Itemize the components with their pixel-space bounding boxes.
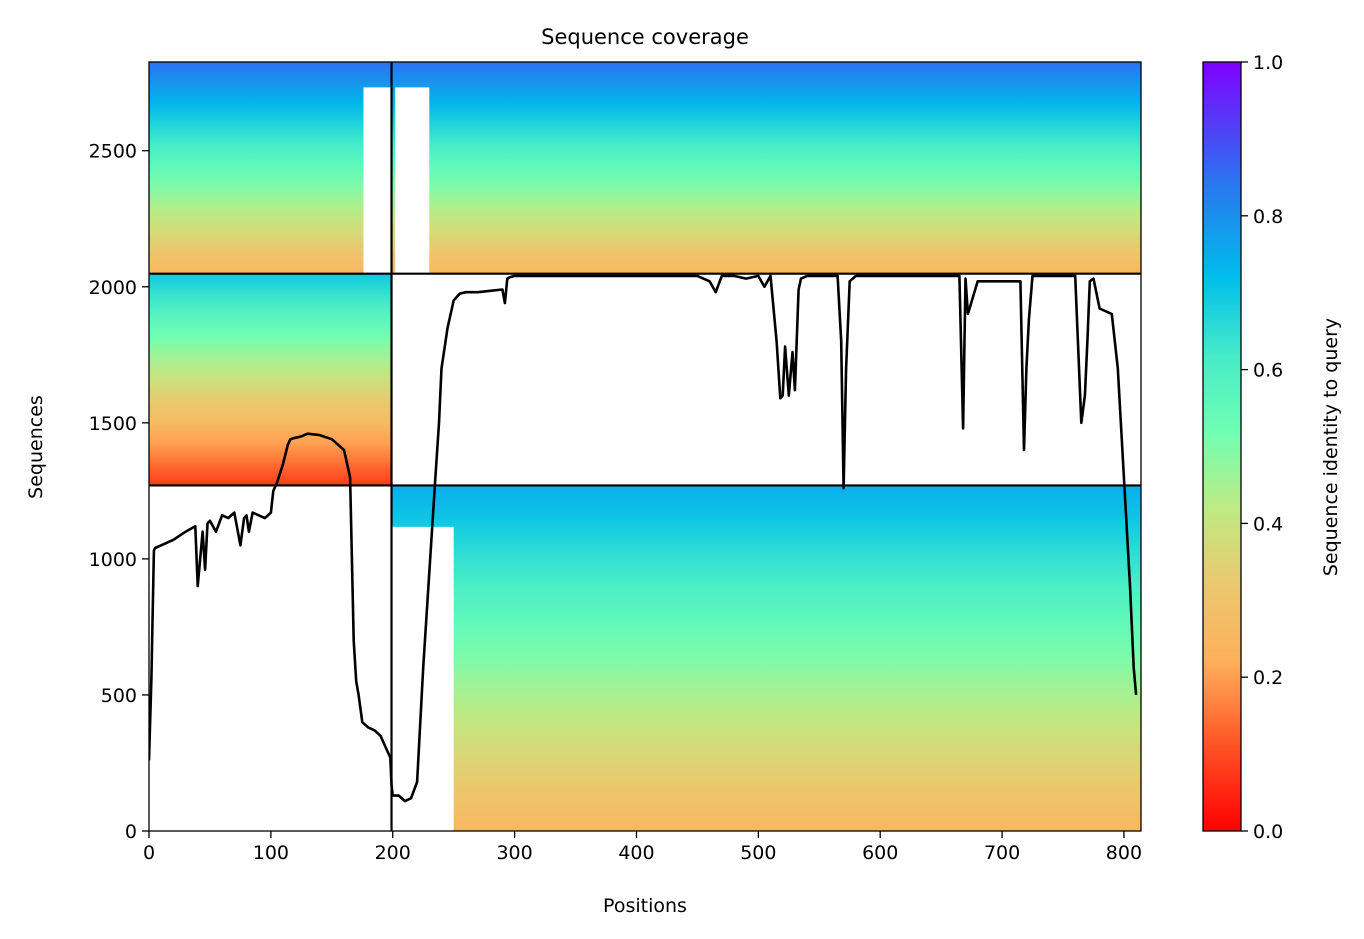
colorbar-label: Sequence identity to query [1320,318,1342,576]
msa-gap [363,87,392,274]
msa-block [391,485,1141,831]
x-axis-label: Positions [603,895,687,917]
colorbar-tick-label: 0.0 [1253,821,1283,843]
colorbar-tick-label: 1.0 [1253,52,1283,74]
y-tick-label: 2500 [89,141,137,163]
x-tick-label: 700 [984,842,1020,864]
x-tick-label: 800 [1106,842,1142,864]
x-tick-label: 0 [143,842,155,864]
plot-frame [148,61,1142,832]
y-tick-label: 1000 [89,549,137,571]
x-tick-label: 500 [740,842,776,864]
x-tick-label: 100 [253,842,289,864]
y-tick-label: 2000 [89,277,137,299]
colorbar-ticks: 0.0 0.2 0.4 0.6 0.8 1.0 [1241,52,1283,843]
colorbar [1202,61,1242,832]
msa-block [391,62,1141,274]
msa-block [149,62,392,274]
chain-boundaries [149,62,1141,831]
coverage-line [149,274,1138,803]
colorbar-tick-label: 0.8 [1253,206,1283,228]
x-axis-ticks: 0 100 200 300 400 500 600 700 800 [143,831,1142,864]
msa-block [149,273,392,486]
chart-title: Sequence coverage [541,25,749,49]
y-tick-label: 500 [101,685,137,707]
y-tick-label: 1500 [89,413,137,435]
x-tick-label: 300 [496,842,532,864]
msa-heatmap [149,62,1141,831]
colorbar-tick-label: 0.6 [1253,360,1283,382]
y-axis-ticks: 0 500 1000 1500 2000 2500 [89,141,149,843]
x-tick-label: 200 [375,842,411,864]
msa-gap [395,87,430,274]
colorbar-tick-label: 0.4 [1253,513,1283,535]
x-tick-label: 400 [618,842,654,864]
y-axis-label: Sequences [25,395,47,499]
y-tick-label: 0 [125,821,137,843]
x-tick-label: 600 [862,842,898,864]
colorbar-tick-label: 0.2 [1253,667,1283,689]
